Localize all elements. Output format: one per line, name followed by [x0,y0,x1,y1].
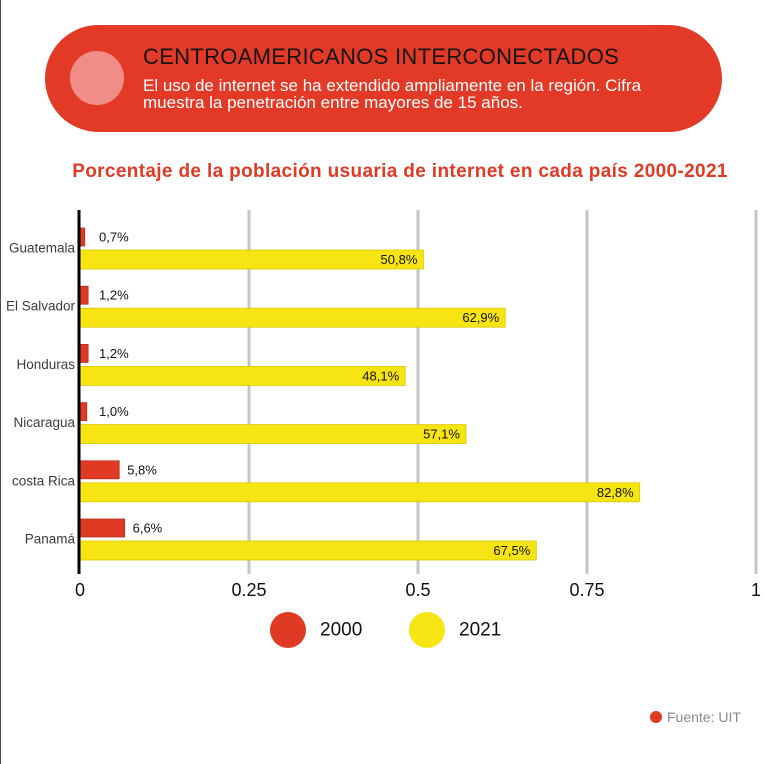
header-title: CENTROAMERICANOS INTERCONECTADOS [143,44,620,69]
data-label-2021: 67,5% [493,543,530,558]
header-subtitle: El uso de internet se ha extendido ampli… [143,77,641,111]
x-tick-label: 0.5 [405,580,430,600]
x-tick-label: 1 [751,580,761,600]
data-label-2000: 5,8% [127,462,157,477]
legend-swatch-2021 [409,612,445,648]
bar-2000 [79,518,126,538]
data-label-2021: 82,8% [597,485,634,500]
category-label: El Salvador [6,299,76,314]
data-label-2021: 48,1% [362,368,399,383]
bar-2021 [79,482,641,503]
header-subtitle-line: muestra la penetración entre mayores de … [143,93,523,112]
header-subtitle-line: El uso de internet se ha extendido ampli… [143,76,642,95]
x-tick-label: 0.25 [231,580,266,600]
source-text: Fuente: UIT [667,709,741,725]
bar-2021 [79,540,537,561]
category-label: Guatemala [9,241,76,256]
chart-title: Porcentaje de la población usuaria de in… [72,161,728,182]
bar-2021 [79,365,406,386]
bar-2000 [79,343,89,363]
bar-2000 [79,285,89,305]
category-label: Panamá [25,532,76,547]
category-label: costa Rica [12,473,76,488]
data-label-2000: 1,0% [99,404,129,419]
banner-circle-decoration [70,51,124,105]
source-dot-icon [650,711,662,723]
legend-label-2000: 2000 [320,620,362,641]
data-label-2000: 0,7% [99,230,129,245]
data-label-2021: 50,8% [381,252,418,267]
data-label-2000: 1,2% [99,288,129,303]
x-tick-label: 0.75 [569,580,604,600]
category-label: Nicaragua [13,415,75,430]
bar-2000 [79,402,88,422]
legend-label-2021: 2021 [459,620,501,641]
data-label-2021: 57,1% [423,427,460,442]
bar-2021 [79,249,424,270]
legend-swatch-2000 [270,612,306,648]
data-label-2000: 1,2% [99,346,129,361]
bar-2021 [79,424,467,445]
data-label-2021: 62,9% [462,310,499,325]
bar-2021 [79,307,506,328]
header-banner: CENTROAMERICANOS INTERCONECTADOS El uso … [45,25,722,132]
x-tick-label: 0 [75,580,85,600]
bar-2000 [79,227,86,247]
bar-2000 [79,460,120,480]
category-label: Honduras [16,357,75,372]
data-label-2000: 6,6% [133,521,163,536]
